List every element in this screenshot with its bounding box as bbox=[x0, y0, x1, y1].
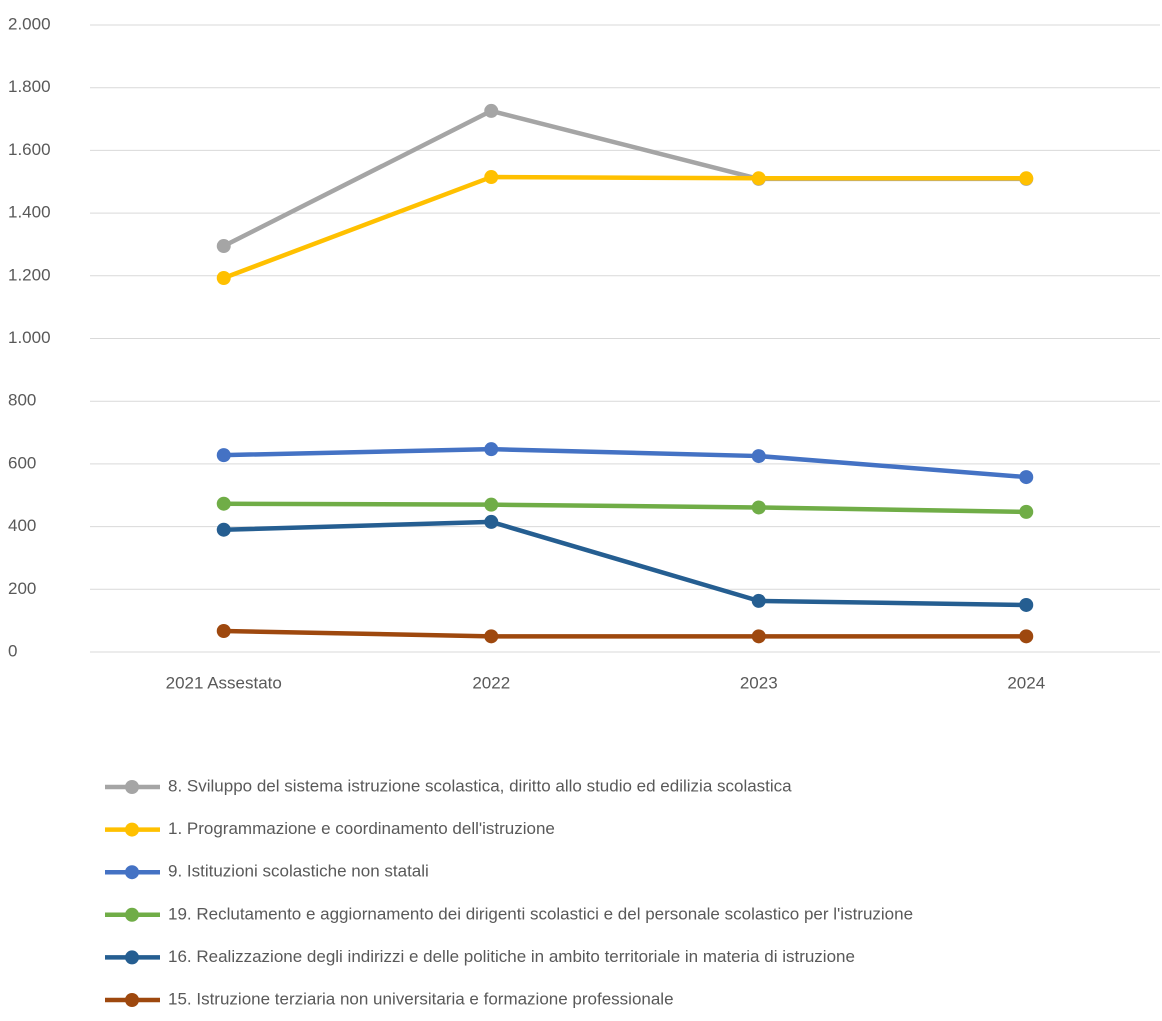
legend-label: 16. Realizzazione degli indirizzi e dell… bbox=[168, 947, 855, 966]
legend-marker bbox=[125, 993, 139, 1007]
data-point bbox=[751, 171, 766, 186]
data-point bbox=[216, 522, 231, 537]
legend-label: 1. Programmazione e coordinamento dell'i… bbox=[168, 819, 555, 838]
y-tick-label: 1.800 bbox=[8, 77, 51, 96]
data-point bbox=[216, 496, 231, 511]
series-line bbox=[223, 519, 1027, 608]
y-tick-label: 0 bbox=[8, 641, 17, 660]
legend-label: 15. Istruzione terziaria non universitar… bbox=[168, 989, 674, 1008]
data-point bbox=[1019, 597, 1034, 612]
data-point bbox=[216, 623, 231, 638]
legend-marker bbox=[125, 780, 139, 794]
x-tick-label: 2023 bbox=[740, 673, 778, 692]
x-tick-label: 2022 bbox=[472, 673, 510, 692]
legend-marker bbox=[125, 950, 139, 965]
data-point bbox=[216, 239, 231, 254]
y-tick-label: 1.600 bbox=[8, 140, 51, 159]
data-point bbox=[484, 170, 499, 185]
data-point bbox=[484, 442, 499, 457]
data-point bbox=[1019, 504, 1034, 519]
series-line bbox=[223, 628, 1027, 639]
y-tick-label: 800 bbox=[8, 391, 36, 410]
data-point bbox=[484, 103, 499, 118]
y-tick-label: 1.400 bbox=[8, 203, 51, 222]
data-point bbox=[216, 270, 231, 285]
x-tick-label: 2024 bbox=[1007, 673, 1045, 692]
legend-marker bbox=[125, 865, 139, 880]
data-point bbox=[484, 629, 499, 644]
y-tick-label: 2.000 bbox=[8, 14, 51, 33]
data-point bbox=[484, 497, 499, 512]
data-point bbox=[216, 448, 231, 463]
legend-label: 9. Istituzioni scolastiche non statali bbox=[168, 862, 429, 881]
y-tick-label: 600 bbox=[8, 453, 36, 472]
y-tick-label: 1.000 bbox=[8, 328, 51, 347]
legend-marker bbox=[125, 822, 139, 837]
data-point bbox=[484, 514, 499, 529]
data-point bbox=[751, 629, 766, 644]
legend-label: 19. Reclutamento e aggiornamento dei dir… bbox=[168, 904, 913, 923]
legend-marker bbox=[125, 907, 139, 922]
data-point bbox=[1019, 470, 1034, 485]
series-line bbox=[222, 174, 1027, 281]
y-tick-label: 1.200 bbox=[8, 265, 51, 284]
legend-label: 8. Sviluppo del sistema istruzione scola… bbox=[168, 776, 792, 795]
data-point bbox=[751, 449, 766, 464]
data-point bbox=[751, 500, 766, 515]
series-line bbox=[223, 501, 1027, 515]
y-tick-label: 200 bbox=[8, 579, 36, 598]
data-point bbox=[1019, 171, 1034, 186]
series-line bbox=[223, 446, 1027, 480]
data-point bbox=[1019, 629, 1034, 644]
data-point bbox=[751, 593, 766, 608]
y-tick-label: 400 bbox=[8, 516, 36, 535]
x-tick-label: 2021 Assestato bbox=[166, 673, 282, 692]
